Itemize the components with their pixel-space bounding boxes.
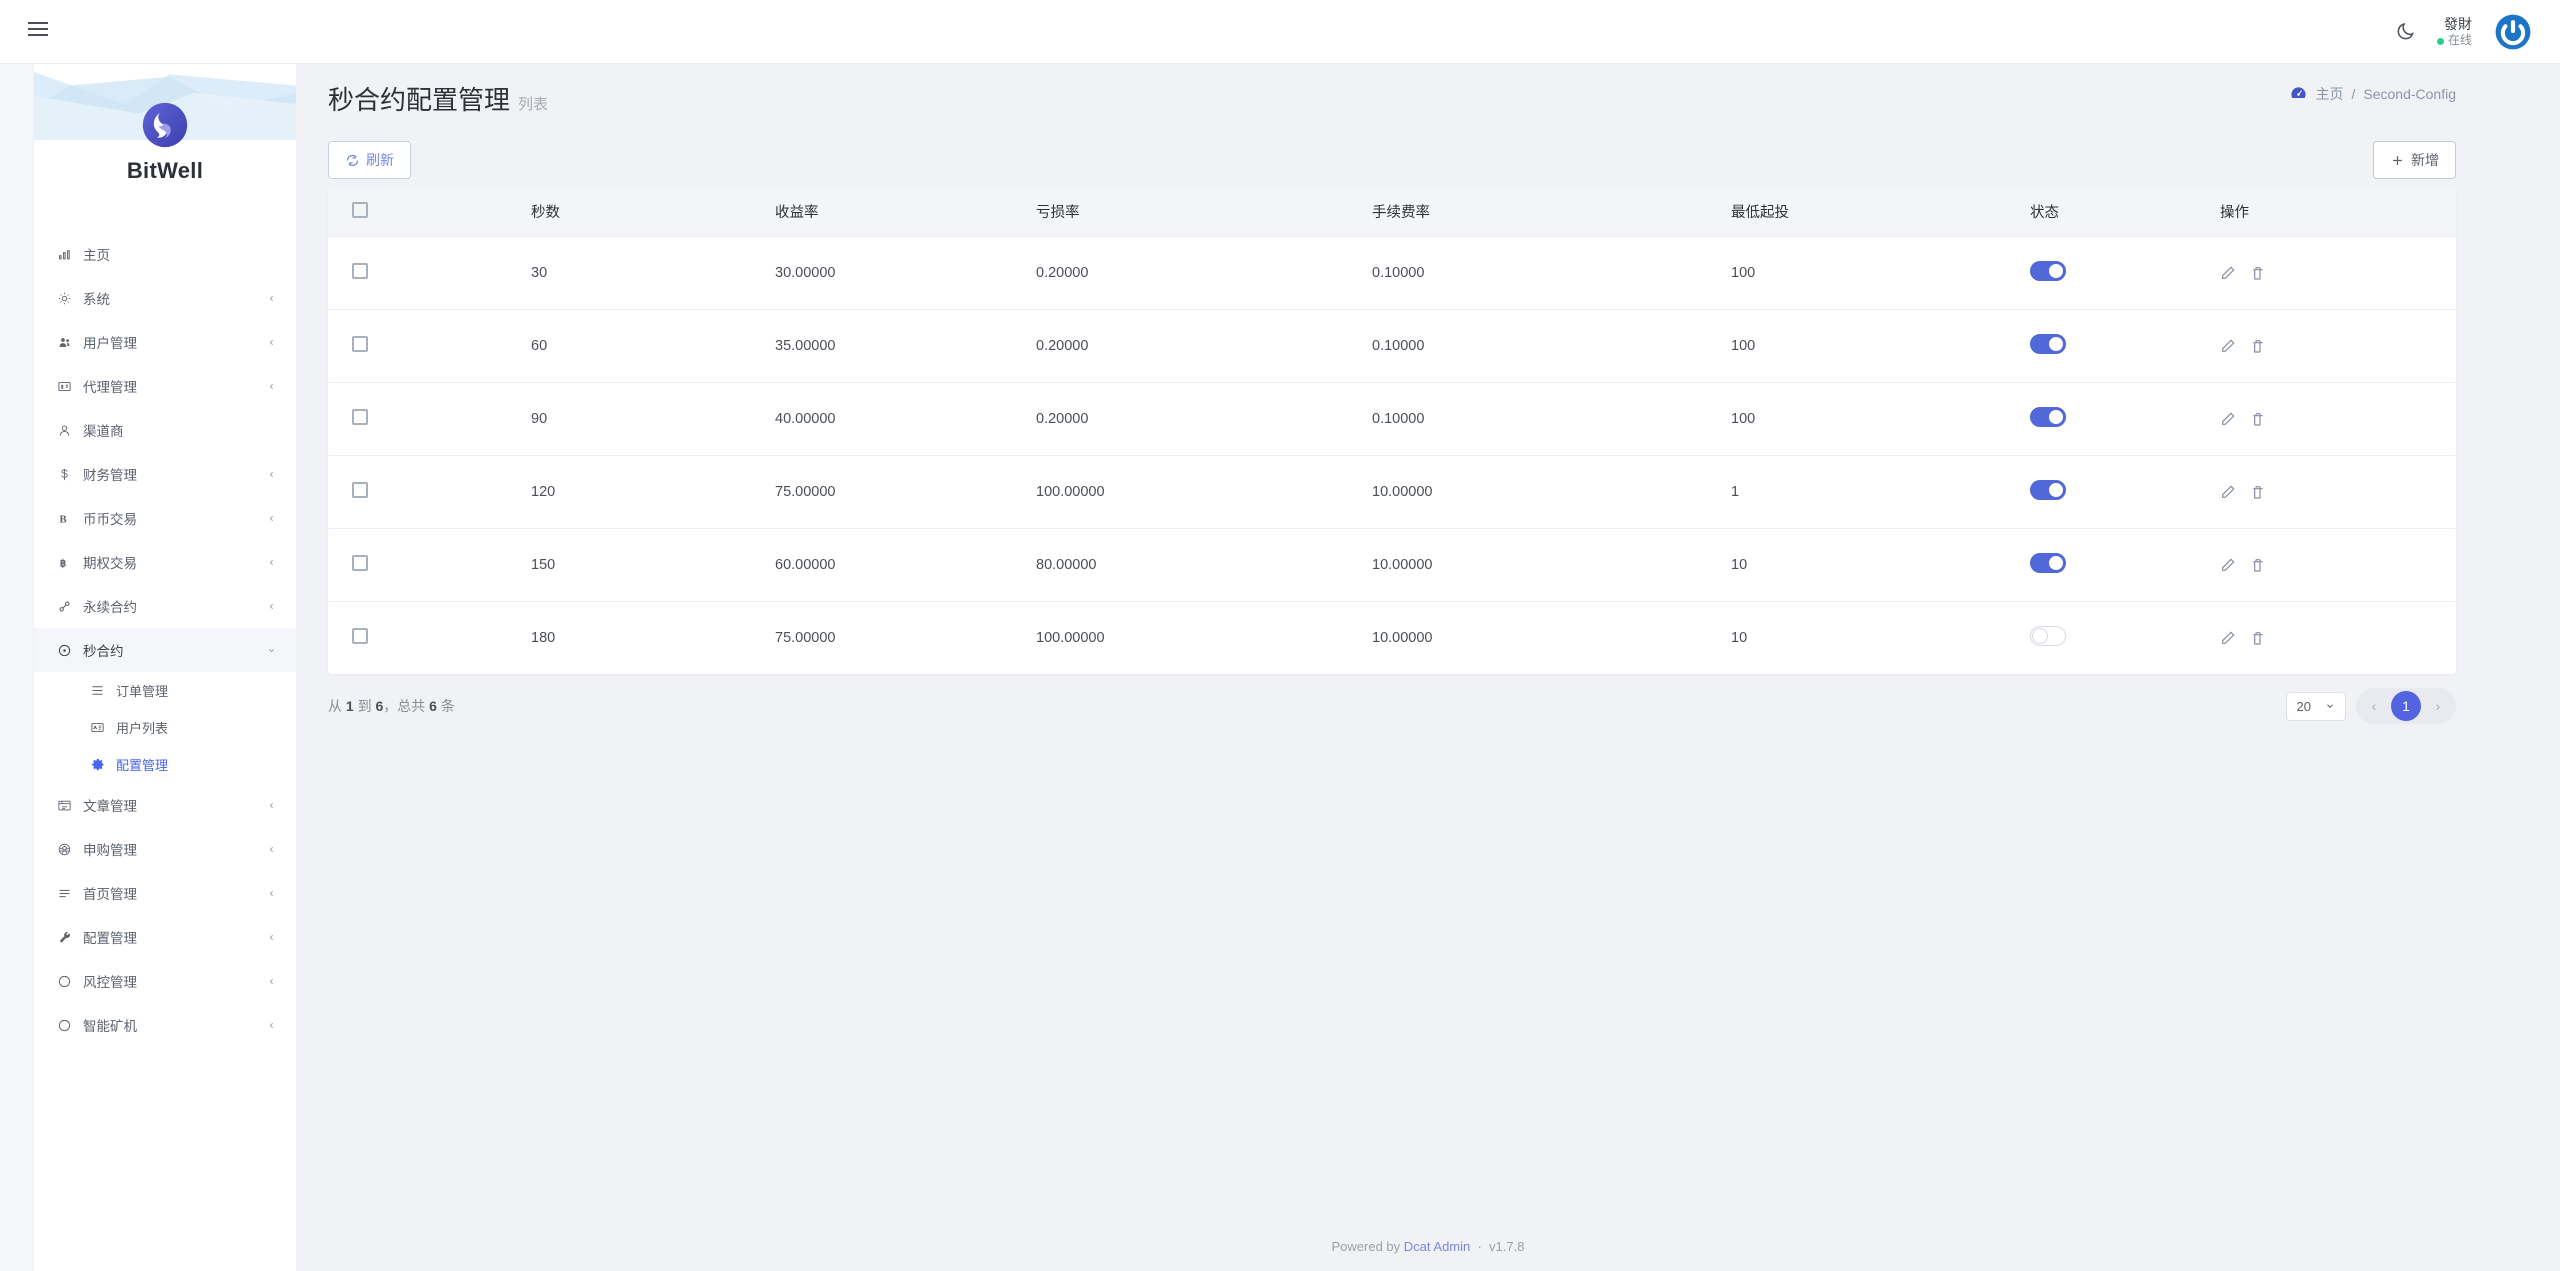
svg-text:B: B	[60, 514, 67, 525]
svg-text:฿: ฿	[60, 558, 66, 569]
